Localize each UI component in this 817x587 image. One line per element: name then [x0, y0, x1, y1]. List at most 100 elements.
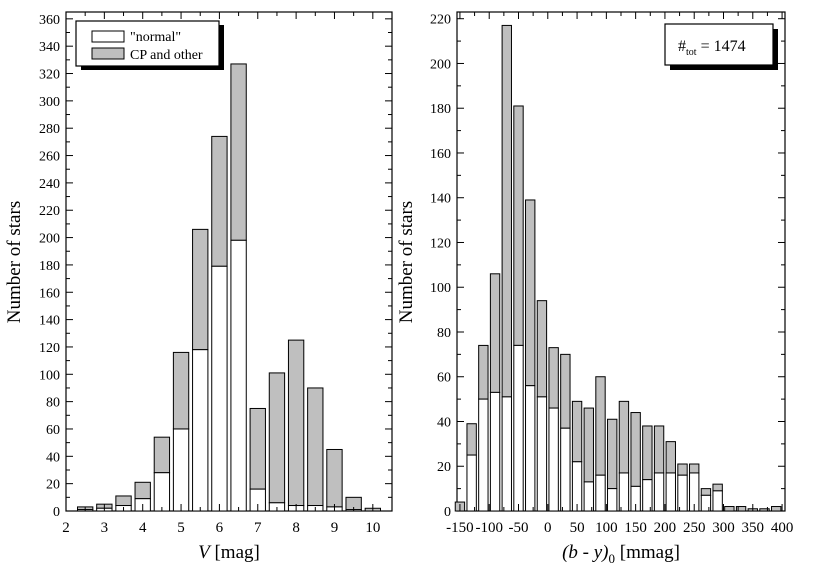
right-bar-normal [489, 391, 501, 512]
left-x-tick-labels: 2 3 4 5 6 7 8 9 10 [62, 520, 380, 536]
left-x-tick-label: 8 [292, 520, 300, 536]
right-y-tick-label: 40 [437, 415, 451, 430]
left-y-tick-label: 340 [39, 40, 60, 55]
left-bar-cp [192, 228, 209, 351]
right-bar-cp [560, 353, 571, 429]
right-bar-normal [466, 454, 477, 512]
right-y-tick-label: 0 [444, 505, 451, 520]
right-bar-cp [548, 347, 559, 409]
left-bar-cp [326, 448, 343, 508]
right-x-tick-label: 400 [771, 520, 794, 536]
left-y-tick-label: 100 [39, 368, 60, 383]
right-y-tick-label: 100 [430, 281, 451, 296]
right-bar-normal [501, 396, 512, 512]
right-x-tick-label: 350 [742, 520, 765, 536]
left-y-tick-label: 160 [39, 286, 60, 301]
left-bar-cp [268, 372, 286, 504]
right-bar-cp [583, 407, 594, 483]
left-x-axis-unit: [mag] [210, 542, 260, 563]
right-bar-normal [665, 472, 676, 512]
right-bar-cp [571, 400, 583, 463]
right-axis-ticks [457, 12, 785, 512]
right-bar-normal [525, 385, 536, 512]
left-bar-cp [134, 481, 151, 500]
total-count-prefix: # [678, 38, 686, 55]
right-bar-normal [618, 472, 630, 512]
left-bar-cp [115, 495, 132, 507]
left-y-tick-label: 300 [39, 95, 60, 110]
right-bar-cp [712, 483, 723, 492]
left-x-tick-label: 10 [365, 520, 380, 536]
right-bar-normal [513, 344, 524, 512]
left-x-tick-label: 3 [101, 520, 109, 536]
left-bar-cp [172, 351, 190, 430]
right-bar-normal [642, 479, 653, 512]
right-bar-cp [618, 400, 630, 474]
right-bar-cp [759, 508, 770, 512]
right-bar-cp [595, 376, 606, 476]
right-bar-cp [677, 463, 688, 476]
left-bar-cp [211, 135, 228, 267]
left-y-tick-label: 360 [39, 13, 60, 28]
left-y-tick-label: 320 [39, 68, 60, 83]
right-bar-cp [525, 199, 536, 387]
right-bar-cp [513, 105, 524, 346]
right-x-axis-unit: [mmag] [615, 542, 680, 563]
right-x-tick-label: 250 [683, 520, 706, 536]
right-y-axis-label: Number of stars [396, 201, 417, 323]
right-y-tick-label: 160 [430, 147, 451, 162]
left-y-tick-label: 20 [46, 478, 60, 493]
total-count-text: #tot = 1474 [678, 38, 746, 58]
left-y-tick-label: 80 [46, 396, 60, 411]
right-bar-cp [466, 423, 477, 456]
left-bar-normal [192, 349, 209, 512]
left-bar-normal [230, 239, 247, 512]
right-x-axis-label: (b - y)0 [mmag] [562, 542, 680, 566]
right-bar-normal [607, 488, 618, 512]
right-x-tick-label: -100 [475, 520, 503, 536]
total-count-value: = 1474 [697, 38, 746, 55]
left-x-tick-label: 2 [62, 520, 70, 536]
right-y-tick-label: 60 [437, 371, 451, 386]
left-x-tick-label: 5 [177, 520, 185, 536]
right-y-tick-label: 220 [430, 13, 451, 28]
right-y-tick-label: 80 [437, 326, 451, 341]
left-y-tick-label: 60 [46, 423, 60, 438]
left-bar-cp [153, 436, 171, 474]
right-x-tick-label: 200 [654, 520, 677, 536]
right-bar-normal [677, 474, 688, 512]
left-y-tick-label: 180 [39, 259, 60, 274]
right-bar-cp [735, 506, 747, 512]
right-bar-cp [771, 506, 782, 512]
left-y-tick-label: 240 [39, 177, 60, 192]
right-bar-cp [607, 418, 618, 490]
right-x-tick-label: -150 [446, 520, 474, 536]
right-bar-normal [478, 398, 489, 512]
left-y-tick-label: 40 [46, 450, 60, 465]
left-y-tick-label: 0 [53, 505, 60, 520]
left-bar-cp [307, 387, 324, 507]
legend-swatch-cp [91, 47, 125, 60]
left-plot-frame [65, 11, 393, 512]
right-bar-cp [700, 488, 712, 496]
left-x-tick-label: 6 [216, 520, 224, 536]
right-bar-normal [548, 407, 559, 512]
left-y-tick-label: 200 [39, 232, 60, 247]
right-x-tick-label: 150 [624, 520, 647, 536]
right-bar-normal [595, 474, 606, 512]
left-x-tick-label: 4 [139, 520, 147, 536]
left-bar-cp [249, 407, 266, 490]
left-x-axis-label: V [mag] [198, 542, 260, 563]
right-bar-cp [489, 273, 501, 393]
legend: "normal" CP and other [75, 20, 224, 70]
right-bar-cp [478, 344, 489, 400]
right-bar-cp [653, 425, 665, 474]
right-y-tick-label: 20 [437, 460, 451, 475]
right-y-tick-label: 180 [430, 102, 451, 117]
right-x-tick-labels: -150 -100 -50 0 50 100 150 200 250 300 350 400 [446, 520, 793, 536]
right-bar-normal [712, 490, 723, 512]
right-bar-normal [700, 494, 712, 512]
right-bar-cp [501, 24, 512, 398]
right-bars [454, 24, 782, 512]
